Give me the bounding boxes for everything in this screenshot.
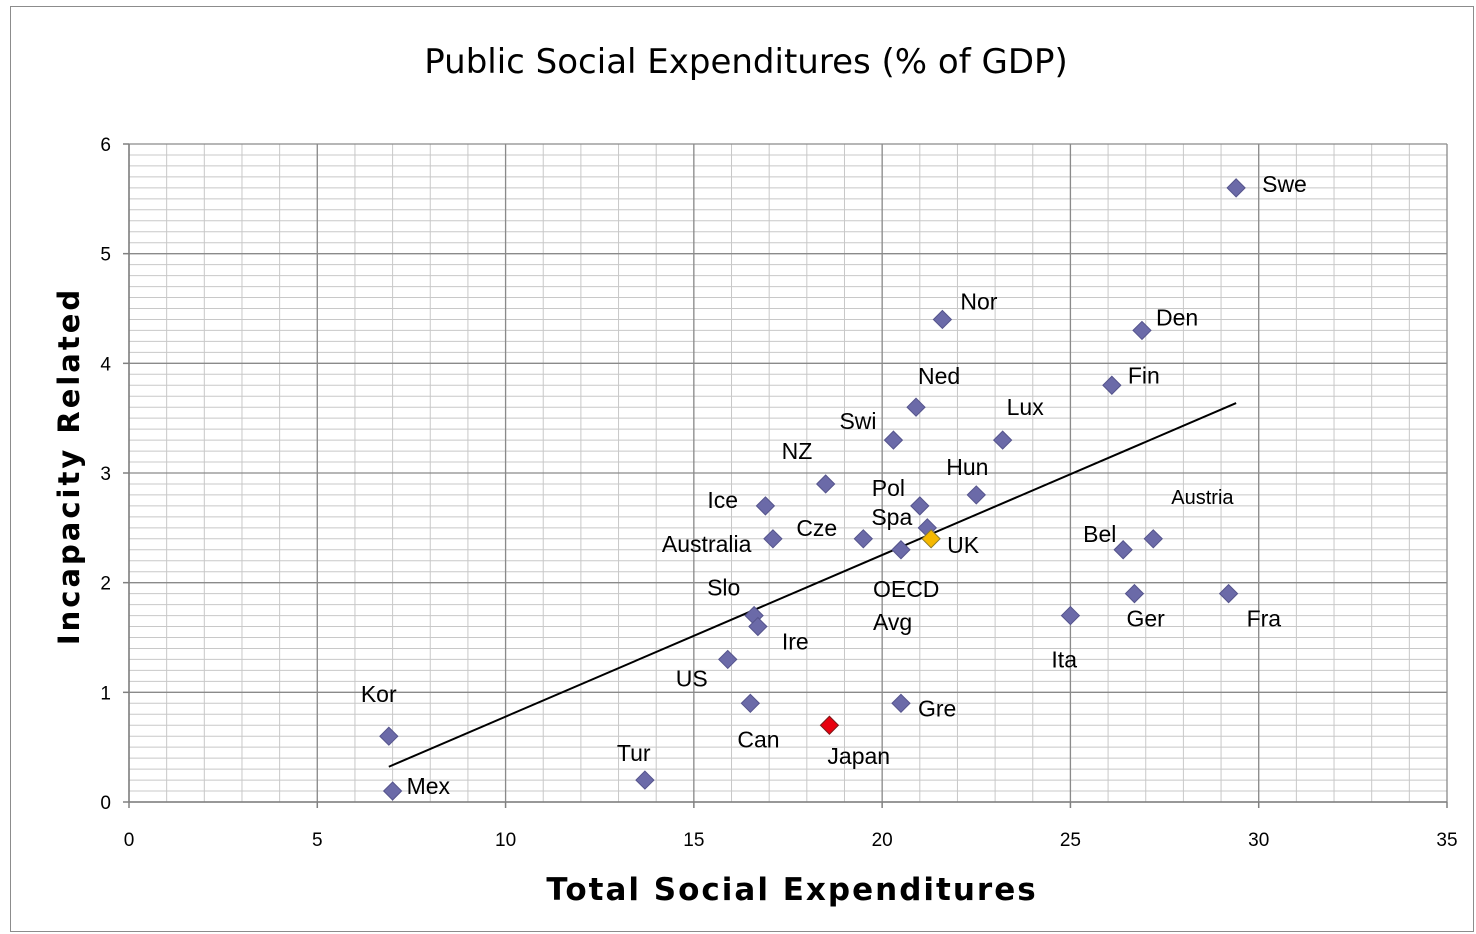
x-tick-label: 20 bbox=[872, 830, 893, 851]
grid bbox=[128, 143, 1448, 803]
point-ned bbox=[906, 397, 926, 417]
point-nz bbox=[815, 474, 836, 494]
label-us: US bbox=[676, 665, 708, 691]
label-cze: Cze bbox=[796, 515, 837, 541]
x-tick-label: 30 bbox=[1248, 830, 1269, 851]
label-oecd-avg-line-2: Avg bbox=[873, 609, 912, 635]
point-fra bbox=[1218, 583, 1239, 604]
label-spa: Spa bbox=[871, 504, 912, 530]
y-tick-label: 3 bbox=[100, 464, 111, 485]
label-mex: Mex bbox=[407, 773, 451, 799]
point-bel bbox=[1113, 540, 1133, 560]
label-bel: Bel bbox=[1083, 521, 1116, 547]
label-can: Can bbox=[737, 726, 779, 752]
data-points bbox=[379, 178, 1246, 801]
point-austria bbox=[1143, 529, 1163, 549]
point-ire bbox=[748, 616, 768, 637]
point-swe bbox=[1226, 178, 1246, 198]
label-austria: Austria bbox=[1171, 487, 1234, 509]
y-tick-label: 5 bbox=[100, 245, 111, 266]
label-oecd-avg-line-1: OECD bbox=[873, 576, 939, 602]
label-slo: Slo bbox=[707, 575, 740, 601]
point-nor bbox=[932, 309, 953, 330]
point-hun bbox=[966, 485, 986, 505]
chart-title: Public Social Expenditures (% of GDP) bbox=[424, 42, 1068, 82]
point-kor bbox=[379, 726, 399, 746]
y-tick-label: 2 bbox=[100, 574, 111, 595]
trendline-group bbox=[388, 402, 1237, 768]
label-nor: Nor bbox=[960, 288, 997, 314]
label-uk: UK bbox=[947, 532, 980, 558]
label-pol: Pol bbox=[872, 475, 905, 501]
point-ice bbox=[755, 496, 776, 516]
y-axis-title: Incapacity Related bbox=[52, 287, 86, 645]
point-swi bbox=[883, 430, 904, 450]
point-gre bbox=[891, 693, 911, 714]
label-australia: Australia bbox=[662, 531, 752, 557]
label-ger: Ger bbox=[1126, 606, 1165, 632]
y-tick-label: 4 bbox=[100, 354, 111, 375]
label-ita: Ita bbox=[1051, 647, 1077, 673]
chart-frame bbox=[10, 6, 1474, 932]
x-tick-label: 35 bbox=[1436, 830, 1457, 851]
label-ned: Ned bbox=[918, 363, 960, 389]
point-lux bbox=[992, 430, 1013, 450]
y-tick-label: 1 bbox=[100, 683, 111, 704]
label-swe: Swe bbox=[1262, 171, 1307, 197]
point-oecd-avg bbox=[891, 540, 911, 560]
x-tick-label: 0 bbox=[124, 830, 135, 851]
label-hun: Hun bbox=[946, 454, 988, 480]
label-den: Den bbox=[1156, 304, 1198, 330]
label-swi: Swi bbox=[839, 408, 876, 434]
point-fin bbox=[1102, 375, 1122, 395]
label-nz: NZ bbox=[782, 438, 813, 464]
point-japan bbox=[819, 715, 840, 735]
point-pol bbox=[910, 496, 930, 516]
point-can bbox=[740, 693, 761, 714]
label-ire: Ire bbox=[782, 629, 809, 655]
x-tick-label: 10 bbox=[495, 830, 516, 851]
label-fra: Fra bbox=[1247, 606, 1282, 632]
label-oecd-avg: OECD Avg bbox=[873, 576, 939, 635]
y-tick-label: 6 bbox=[100, 135, 111, 156]
label-fin: Fin bbox=[1128, 362, 1160, 388]
label-ice: Ice bbox=[707, 487, 738, 513]
point-us bbox=[718, 649, 738, 670]
y-tick-label: 0 bbox=[100, 793, 111, 814]
x-tick-label: 25 bbox=[1060, 830, 1081, 851]
point-mex bbox=[382, 781, 403, 801]
label-japan: Japan bbox=[827, 743, 890, 769]
point-australia bbox=[763, 529, 783, 549]
trendline bbox=[388, 402, 1237, 768]
tick-labels: 0 5 10 15 20 25 30 35 0 1 2 3 4 5 6 bbox=[100, 135, 1457, 851]
x-tick-label: 15 bbox=[683, 830, 704, 851]
axes bbox=[123, 143, 1448, 808]
label-lux: Lux bbox=[1007, 394, 1045, 420]
x-axis-title: Total Social Expenditures bbox=[546, 872, 1037, 908]
point-labels: Swe Nor Den Fin Ned Lux Swi NZ Hun Pol Ice Spa Cze Au… bbox=[361, 171, 1307, 799]
point-tur bbox=[635, 770, 655, 790]
point-ita bbox=[1060, 605, 1081, 626]
point-uk bbox=[921, 529, 941, 549]
label-gre: Gre bbox=[918, 695, 956, 721]
point-cze bbox=[853, 529, 874, 549]
point-den bbox=[1132, 320, 1152, 341]
label-kor: Kor bbox=[361, 681, 397, 707]
x-tick-label: 5 bbox=[312, 830, 323, 851]
label-tur: Tur bbox=[617, 740, 651, 766]
point-ger bbox=[1124, 583, 1145, 604]
